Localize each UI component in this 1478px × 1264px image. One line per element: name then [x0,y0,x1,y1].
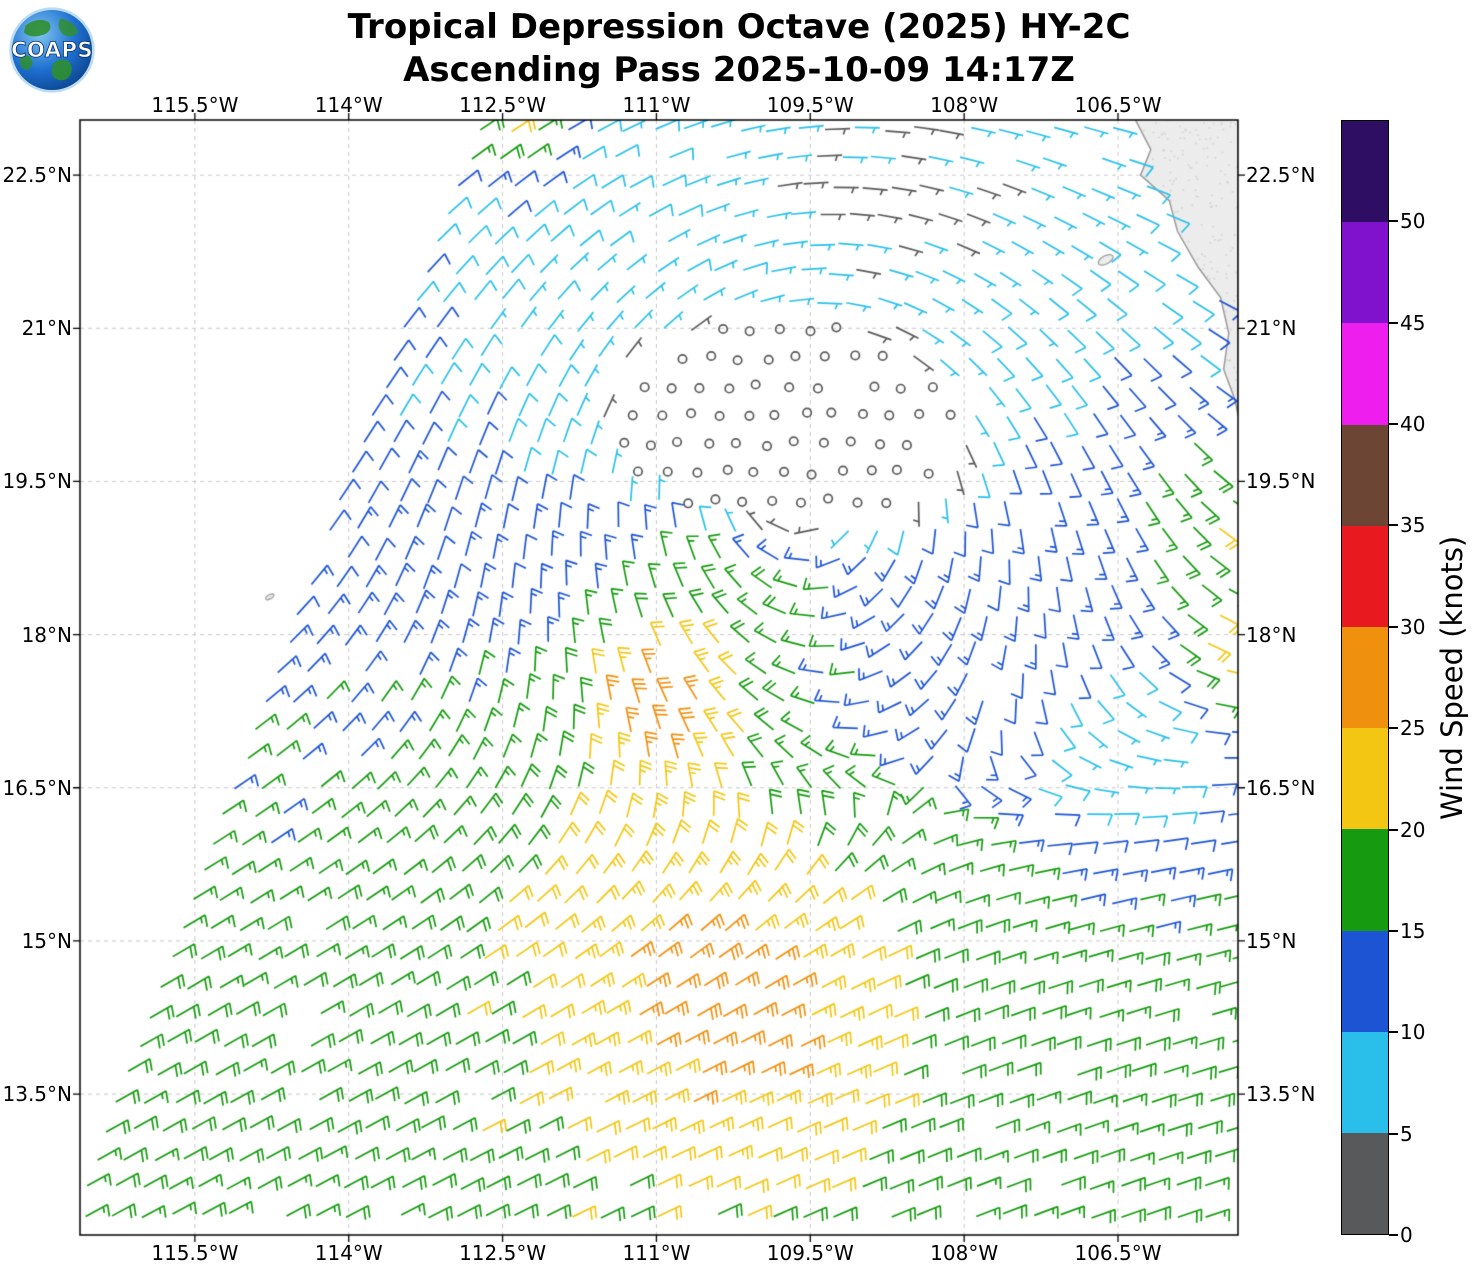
colorbar-tick-mark [1389,1031,1398,1034]
y-axis-tick-label-left: 13.5°N [2,1082,73,1107]
y-axis-tick-label-right: 21°N [1246,316,1297,341]
colorbar-tick-label: 10 [1400,1020,1426,1045]
title-line-1: Tropical Depression Octave (2025) HY-2C [347,7,1131,47]
colorbar-tick-mark [1389,524,1398,527]
y-axis-tick-label-right: 15°N [1246,928,1297,953]
x-axis-tick-label-bottom: 106.5°W [1074,1241,1162,1264]
x-axis-tick-label-bottom: 109.5°W [766,1241,854,1264]
colorbar-band-40-45 [1342,323,1388,425]
coaps-logo: COAPS [8,6,96,94]
colorbar-tick-label: 15 [1400,918,1426,943]
y-axis-tick-label-left: 15°N [21,928,72,953]
x-axis-tick-label-bottom: 114°W [314,1241,383,1264]
colorbar-tick-label: 25 [1400,716,1426,741]
colorbar-tick-label: 0 [1400,1223,1413,1247]
y-axis-tick-label-left: 21°N [21,316,72,341]
y-axis-tick-label-left: 16.5°N [2,775,73,800]
y-axis-tick-label-right: 18°N [1246,622,1297,647]
colorbar-tick-mark [1389,625,1398,628]
y-axis-tick-label-right: 16.5°N [1246,775,1316,800]
x-axis-tick-label-top: 106.5°W [1074,93,1162,117]
x-axis-tick-label-bottom: 115.5°W [151,1241,239,1264]
x-axis-tick-label-top: 111°W [622,93,691,117]
colorbar-tick-label: 5 [1400,1121,1413,1146]
colorbar-band-45-50 [1342,222,1388,324]
colorbar-tick-mark [1389,1234,1398,1236]
colorbar-tick-mark [1389,929,1398,932]
x-axis-tick-label-bottom: 111°W [622,1241,691,1264]
y-axis-tick-label-right: 22.5°N [1246,163,1316,188]
globe-icon: COAPS [9,7,95,93]
colorbar-tick-mark [1389,727,1398,730]
colorbar-band-35-40 [1342,424,1388,526]
colorbar-band-15-20 [1342,829,1388,931]
colorbar-tick-label: 35 [1400,513,1426,538]
colorbar-band-50-55 [1342,121,1388,223]
y-axis-tick-label-right: 13.5°N [1246,1082,1316,1107]
title-line-2: Ascending Pass 2025-10-09 14:17Z [403,49,1075,90]
colorbar-tick-mark [1389,423,1398,426]
colorbar [1341,120,1389,1235]
colorbar-tick-label: 30 [1400,614,1426,639]
colorbar-tick-label: 50 [1400,209,1426,234]
x-axis-tick-label-top: 114°W [314,93,383,117]
colorbar-tick-mark [1389,220,1398,223]
x-axis-tick-label-bottom: 108°W [930,1241,999,1264]
colorbar-band-5-10 [1342,1031,1388,1133]
colorbar-band-25-30 [1342,626,1388,729]
x-axis-tick-label-top: 112.5°W [459,93,547,117]
coaps-logo-text: COAPS [11,37,93,62]
colorbar-axis-label: Wind Speed (knots) [1435,535,1469,820]
figure-title: Tropical Depression Octave (2025) HY-2C … [0,6,1478,91]
x-axis-tick-label-top: 109.5°W [766,93,854,117]
y-axis-tick-label-left: 22.5°N [2,163,73,188]
colorbar-tick-label: 40 [1400,412,1426,437]
x-axis-tick-label-top: 108°W [930,93,999,117]
colorbar-tick-mark [1389,1132,1398,1135]
colorbar-band-10-15 [1342,930,1388,1032]
x-axis-tick-label-bottom: 112.5°W [459,1241,547,1264]
colorbar-band-30-35 [1342,525,1388,627]
colorbar-band-0-5 [1342,1132,1388,1235]
y-axis-tick-label-left: 19.5°N [2,469,73,494]
colorbar-band-20-25 [1342,728,1388,830]
colorbar-tick-mark [1389,321,1398,324]
colorbar-tick-label: 45 [1400,310,1426,335]
y-axis-tick-label-right: 19.5°N [1246,469,1316,494]
x-axis-tick-label-top: 115.5°W [151,93,239,117]
y-axis-tick-label-left: 18°N [21,622,72,647]
colorbar-tick-label: 20 [1400,817,1426,842]
colorbar-tick-mark [1389,828,1398,831]
